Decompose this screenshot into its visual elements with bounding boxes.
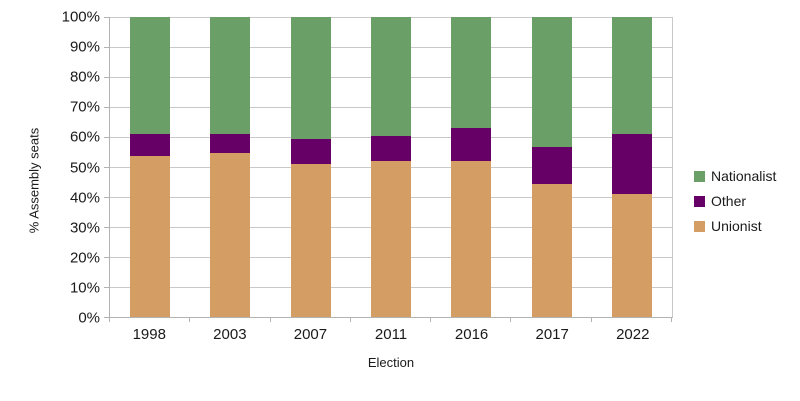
y-axis-tick <box>104 257 110 258</box>
x-tick-label: 2017 <box>535 326 569 343</box>
bar-segment-nationalist <box>371 17 411 137</box>
bar-segment-unionist <box>210 153 251 317</box>
legend-swatch <box>694 171 705 182</box>
y-axis-tick <box>104 77 110 78</box>
legend-label: Nationalist <box>711 168 777 184</box>
y-axis-tick-labels: 0% 10% 20% 30% 40% 50% 60% 70% 80% 90% 100% <box>0 10 100 326</box>
y-axis-tick <box>104 287 110 288</box>
x-tick-label: 2022 <box>616 326 650 343</box>
bar-segment-unionist <box>371 161 411 317</box>
bar-group <box>611 17 652 317</box>
x-tick-label: 2007 <box>293 326 328 343</box>
bar-segment-nationalist <box>611 17 652 134</box>
bar-segment-unionist <box>451 161 492 317</box>
bar-group <box>451 17 492 317</box>
x-axis-tick-labels: 1998 2003 2007 2011 2016 2017 2022 <box>109 326 673 344</box>
bar-segment-nationalist <box>130 17 171 134</box>
x-tick-label: 2003 <box>213 326 247 343</box>
legend-item: Unionist <box>694 218 776 235</box>
bar-segment-unionist <box>531 183 572 317</box>
x-axis-tick <box>671 317 672 322</box>
legend-item: Nationalist <box>694 168 776 185</box>
legend-label: Unionist <box>711 218 762 234</box>
legend-swatch <box>694 221 705 232</box>
bar-segment-other <box>451 128 492 162</box>
y-axis-tick <box>104 137 110 138</box>
bar-segment-unionist <box>290 164 331 317</box>
y-tick-label: 10% <box>69 279 100 297</box>
x-axis-tick <box>590 317 592 322</box>
y-axis-tick <box>104 227 110 228</box>
y-axis-tick <box>104 47 110 48</box>
y-tick-label: 50% <box>69 159 100 176</box>
bar-segment-nationalist <box>210 17 251 134</box>
x-axis-title: Election <box>367 355 415 370</box>
y-axis-tick <box>104 197 110 198</box>
bar-segment-nationalist <box>290 17 331 140</box>
bar-group <box>531 17 572 317</box>
x-axis-tick <box>189 317 191 322</box>
bar-segment-other <box>210 133 251 154</box>
y-tick-label: 70% <box>69 98 100 116</box>
y-tick-label: 80% <box>69 68 100 86</box>
y-axis-tick <box>104 317 110 318</box>
y-axis-tick <box>104 17 110 18</box>
x-axis-tick <box>269 317 271 322</box>
bar-group <box>290 17 331 317</box>
x-axis-tick <box>109 317 110 322</box>
y-tick-label: 20% <box>69 249 100 267</box>
plot-area <box>104 17 673 322</box>
y-axis-tick <box>104 167 110 168</box>
x-axis-tick <box>430 317 432 322</box>
bar-segment-nationalist <box>531 17 572 148</box>
bar-segment-other <box>531 147 572 184</box>
bar-segment-other <box>371 136 411 162</box>
y-tick-label: 0% <box>78 309 100 327</box>
x-axis-tick <box>349 317 351 322</box>
legend-item: Other <box>694 193 776 210</box>
y-tick-label: 30% <box>69 219 100 237</box>
y-tick-label: 60% <box>69 128 100 146</box>
legend-swatch <box>694 196 705 207</box>
bar-group <box>130 17 171 317</box>
y-tick-label: 40% <box>69 189 100 207</box>
bar-segment-nationalist <box>451 17 492 128</box>
x-tick-label: 1998 <box>132 326 166 343</box>
legend-label: Other <box>711 193 747 209</box>
bar-segment-other <box>611 133 652 194</box>
y-axis-tick <box>104 107 110 108</box>
legend: Nationalist Other Unionist <box>694 168 776 235</box>
x-tick-label: 2011 <box>374 326 408 343</box>
bar-group <box>210 17 251 317</box>
bar-segment-unionist <box>611 193 652 317</box>
bar-segment-other <box>290 139 331 165</box>
y-tick-label: 90% <box>69 38 100 56</box>
bar-group <box>371 17 411 317</box>
bar-segment-other <box>130 133 171 156</box>
bar-segment-unionist <box>130 155 171 317</box>
y-tick-label: 100% <box>61 8 100 26</box>
x-axis-tick <box>510 317 512 322</box>
x-tick-label: 2016 <box>454 326 489 343</box>
